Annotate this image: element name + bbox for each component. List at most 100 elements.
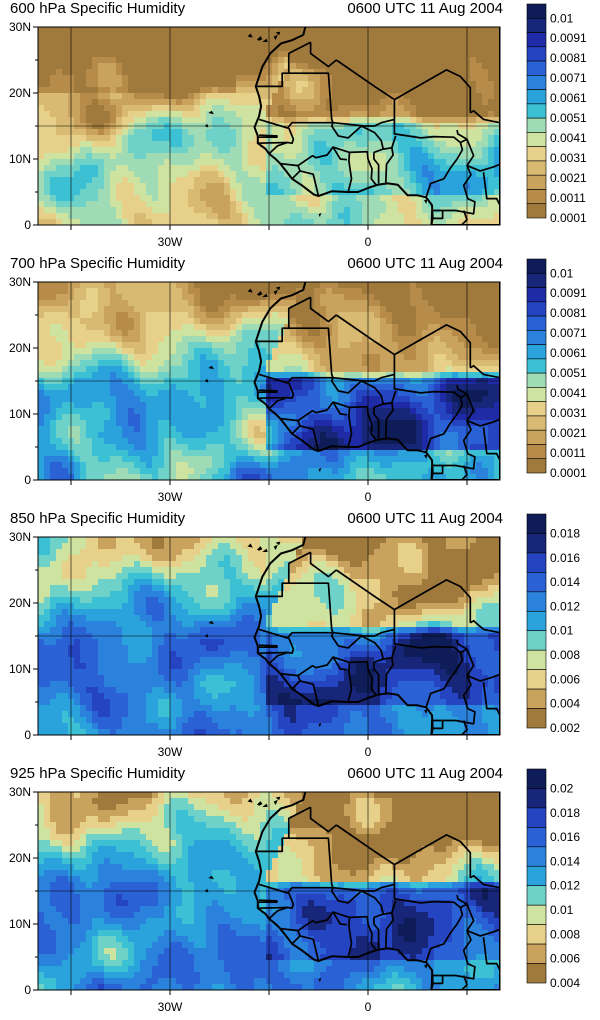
humidity-cell <box>368 372 375 379</box>
humidity-cell <box>326 183 333 190</box>
humidity-cell <box>92 402 99 409</box>
humidity-cell <box>326 396 333 403</box>
humidity-cell <box>386 438 393 445</box>
humidity-cell <box>98 117 105 124</box>
humidity-cell <box>122 201 129 208</box>
humidity-cell <box>434 474 441 480</box>
humidity-cell <box>164 390 171 397</box>
humidity-cell <box>152 87 159 94</box>
humidity-cell <box>86 51 93 58</box>
humidity-cell <box>188 129 195 136</box>
humidity-cell <box>230 147 237 154</box>
humidity-cell <box>170 420 177 427</box>
humidity-cell <box>356 288 363 295</box>
humidity-cell <box>482 135 489 142</box>
humidity-cell <box>38 432 45 439</box>
humidity-cell <box>386 57 393 64</box>
humidity-cell <box>482 81 489 88</box>
humidity-cell <box>284 51 291 58</box>
humidity-cell <box>248 93 255 100</box>
humidity-cell <box>110 468 117 475</box>
humidity-cell <box>74 69 81 76</box>
humidity-cell <box>260 219 267 225</box>
humidity-cell <box>68 153 75 160</box>
humidity-cell <box>236 426 243 433</box>
humidity-cell <box>248 354 255 361</box>
humidity-cell <box>278 402 285 409</box>
humidity-cell <box>56 372 63 379</box>
humidity-cell <box>98 390 105 397</box>
humidity-cell <box>290 99 297 106</box>
humidity-cell <box>188 93 195 100</box>
humidity-cell <box>440 330 447 337</box>
humidity-cell <box>458 117 465 124</box>
humidity-cell <box>314 105 321 112</box>
humidity-cell <box>224 51 231 58</box>
humidity-cell <box>320 159 327 166</box>
humidity-cell <box>440 306 447 313</box>
humidity-cell <box>194 111 201 118</box>
humidity-cell <box>404 360 411 367</box>
humidity-cell <box>344 408 351 415</box>
humidity-cell <box>302 342 309 349</box>
humidity-cell <box>50 213 57 220</box>
humidity-cell <box>116 105 123 112</box>
humidity-cell <box>176 135 183 142</box>
humidity-cell <box>128 111 135 118</box>
humidity-cell <box>140 207 147 214</box>
humidity-cell <box>110 408 117 415</box>
humidity-cell <box>320 171 327 178</box>
humidity-cell <box>404 213 411 220</box>
humidity-cell <box>296 366 303 373</box>
humidity-cell <box>338 420 345 427</box>
humidity-cell <box>374 63 381 70</box>
humidity-cell <box>230 414 237 421</box>
humidity-cell <box>236 153 243 160</box>
humidity-cell <box>80 207 87 214</box>
humidity-cell <box>254 51 261 58</box>
humidity-cell <box>290 414 297 421</box>
humidity-cell <box>152 63 159 70</box>
humidity-cell <box>188 432 195 439</box>
humidity-cell <box>326 462 333 469</box>
humidity-cell <box>128 318 135 325</box>
humidity-cell <box>182 129 189 136</box>
humidity-cell <box>134 336 141 343</box>
humidity-cell <box>74 366 81 373</box>
humidity-cell <box>230 288 237 295</box>
humidity-cell <box>452 39 459 46</box>
humidity-cell <box>56 57 63 64</box>
humidity-cell <box>146 438 153 445</box>
humidity-cell <box>452 147 459 154</box>
humidity-cell <box>92 354 99 361</box>
humidity-cell <box>428 318 435 325</box>
humidity-cell <box>254 354 261 361</box>
humidity-cell <box>380 141 387 148</box>
humidity-cell <box>452 456 459 463</box>
humidity-cell <box>212 312 219 319</box>
humidity-cell <box>260 87 267 94</box>
humidity-cell <box>458 135 465 142</box>
humidity-cell <box>410 294 417 301</box>
humidity-cell <box>356 432 363 439</box>
humidity-cell <box>212 99 219 106</box>
humidity-cell <box>416 189 423 196</box>
humidity-cell <box>56 99 63 106</box>
humidity-cell <box>122 27 129 34</box>
humidity-cell <box>440 342 447 349</box>
humidity-cell <box>86 81 93 88</box>
humidity-cell <box>80 129 87 136</box>
humidity-cell <box>446 57 453 64</box>
humidity-cell <box>452 105 459 112</box>
humidity-cell <box>326 159 333 166</box>
humidity-cell <box>92 372 99 379</box>
humidity-cell <box>248 438 255 445</box>
humidity-cell <box>356 117 363 124</box>
humidity-cell <box>380 81 387 88</box>
humidity-cell <box>86 312 93 319</box>
humidity-cell <box>410 75 417 82</box>
humidity-cell <box>74 372 81 379</box>
humidity-cell <box>488 75 495 82</box>
humidity-cell <box>110 384 117 391</box>
humidity-cell <box>164 330 171 337</box>
